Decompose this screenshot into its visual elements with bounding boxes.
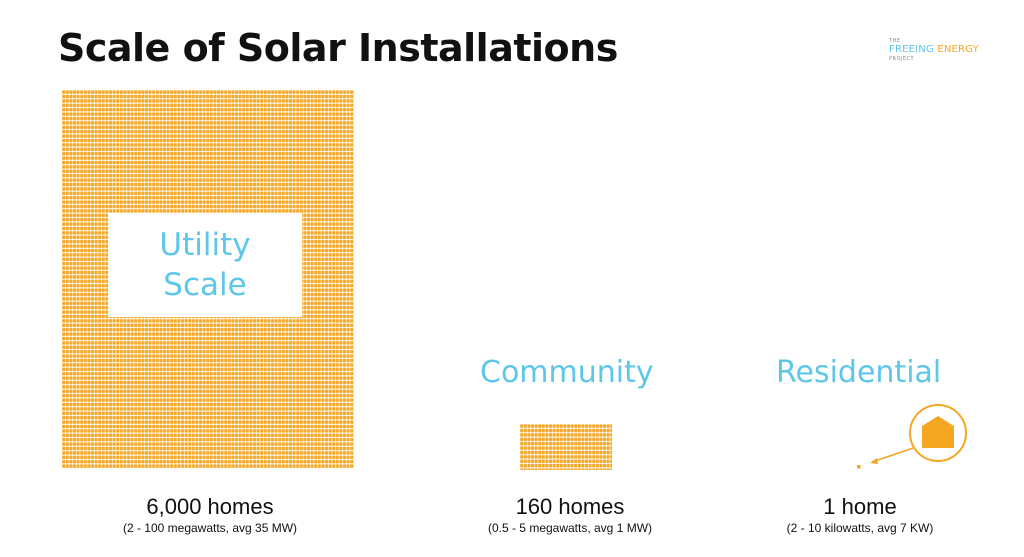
utility-range: (2 - 100 megawatts, avg 35 MW) <box>122 521 298 535</box>
community-stat: 160 homes (0.5 - 5 megawatts, avg 1 MW) <box>460 494 680 536</box>
residential-home-callout <box>857 404 967 469</box>
community-range: (0.5 - 5 megawatts, avg 1 MW) <box>487 521 653 535</box>
logo-small-top: THE <box>889 38 901 44</box>
logo-main: FREEING ENERGY <box>889 44 989 56</box>
utility-homes: 6,000 homes <box>146 494 274 519</box>
residential-range: (2 - 10 kilowatts, avg 7 KW) <box>786 521 934 535</box>
residential-label: Residential <box>776 355 942 390</box>
utility-label-line-1: Utility <box>159 227 251 263</box>
utility-stat: 6,000 homes (2 - 100 megawatts, avg 35 M… <box>100 494 320 536</box>
residential-stat: 1 home (2 - 10 kilowatts, avg 7 KW) <box>750 494 970 536</box>
utility-label-line-2: Scale <box>163 267 247 303</box>
page-title: Scale of Solar Installations <box>58 26 618 70</box>
logo-small-bottom: PROJECT <box>889 56 915 62</box>
community-homes-grid <box>520 424 612 470</box>
house-icon <box>922 416 954 448</box>
logo-word-2: ENERGY <box>937 44 979 55</box>
single-home-dot <box>857 465 861 469</box>
residential-homes: 1 home <box>823 494 897 519</box>
callout-arrowhead <box>870 458 878 464</box>
community-label: Community <box>480 355 654 390</box>
freeing-energy-logo: THE FREEING ENERGY PROJECT <box>889 38 989 70</box>
logo-word-1: FREEING <box>889 44 934 55</box>
community-homes: 160 homes <box>515 494 625 519</box>
utility-scale-label: Utility Scale <box>108 213 302 317</box>
